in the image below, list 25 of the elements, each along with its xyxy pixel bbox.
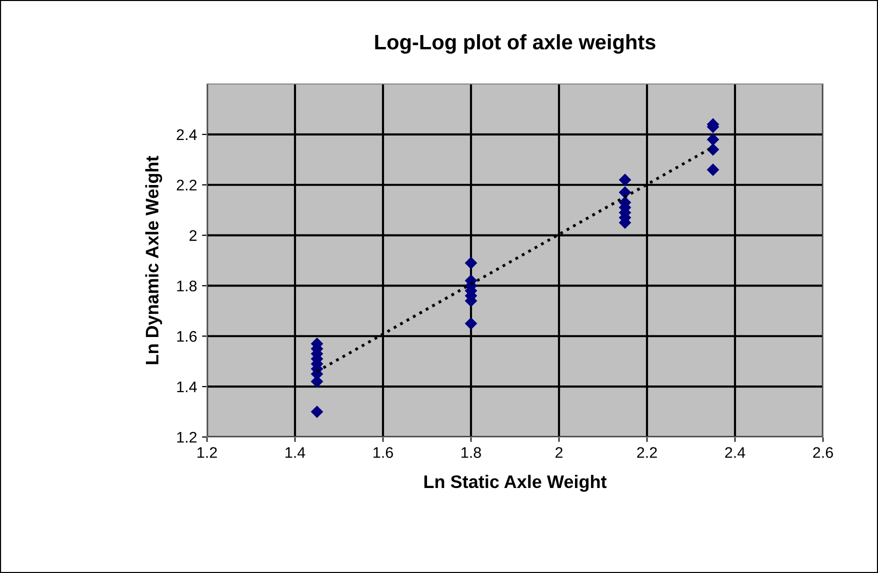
y-tick-label: 2.2 bbox=[176, 180, 197, 190]
point bbox=[618, 174, 632, 186]
y-tick-label: 1.4 bbox=[177, 382, 197, 392]
x-tick-label: 1.2 bbox=[198, 447, 217, 458]
x-tick-label: 2.4 bbox=[725, 447, 746, 458]
y-tick-label: 2.4 bbox=[176, 129, 197, 140]
x-tick-label: 2 bbox=[556, 447, 562, 458]
y-tick-label: 2 bbox=[190, 230, 197, 241]
point bbox=[706, 143, 720, 156]
x-tick-label: 2.6 bbox=[813, 447, 833, 458]
x-tick-label: 1.6 bbox=[374, 447, 393, 458]
y-tick-label: 1.2 bbox=[177, 432, 197, 443]
chart-title: Log-Log plot of axle weights bbox=[375, 34, 656, 54]
point bbox=[706, 133, 720, 146]
y-tick-label: 1.8 bbox=[177, 280, 197, 292]
point bbox=[706, 164, 720, 176]
x-tick-label: 1.4 bbox=[286, 447, 306, 458]
x-axis-title: Ln Static Axle Weight bbox=[424, 474, 607, 492]
x-tick-label: 1.8 bbox=[462, 447, 481, 458]
point bbox=[464, 317, 478, 330]
x-tick-label: 2.2 bbox=[637, 447, 657, 458]
y-axis-title: Ln Dynamic Axle Weight bbox=[145, 156, 162, 364]
point bbox=[310, 406, 324, 418]
y-tick-label: 1.6 bbox=[177, 331, 197, 342]
point bbox=[464, 256, 478, 270]
